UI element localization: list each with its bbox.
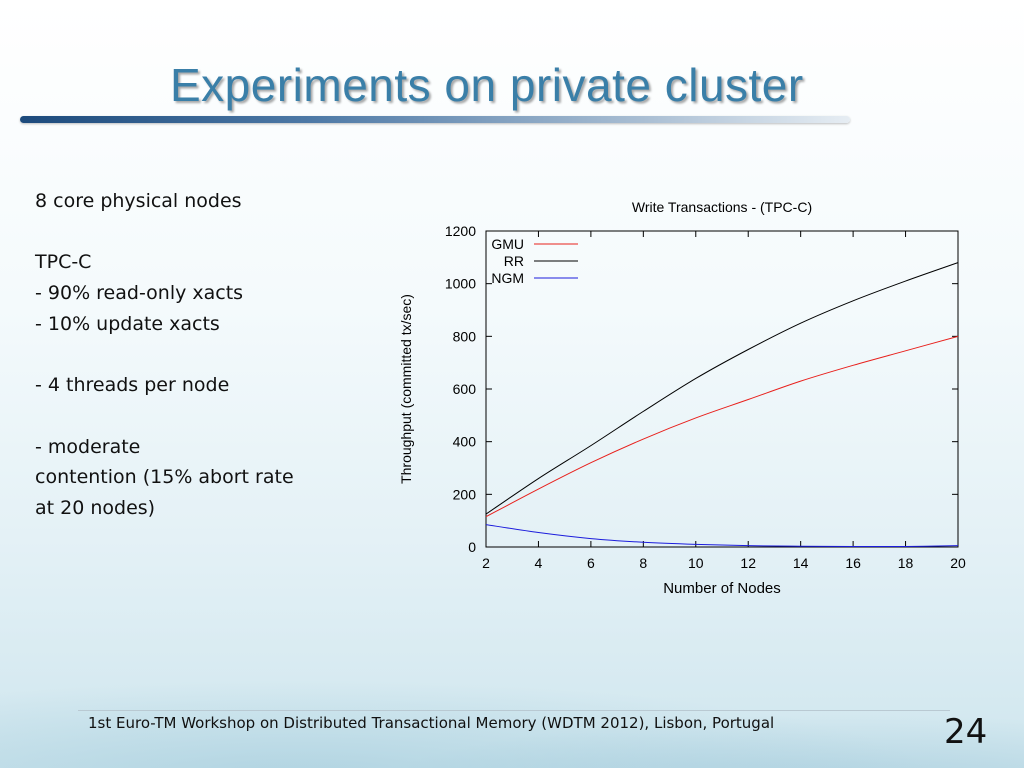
footer-text: 1st Euro-TM Workshop on Distributed Tran… (88, 714, 775, 732)
y-tick-label: 0 (468, 539, 476, 555)
legend-label-ngm: NGM (491, 270, 524, 286)
data-point-ngm (695, 544, 697, 546)
slide-body-text: 8 core physical nodes TPC-C - 90% read-onl… (35, 186, 335, 524)
x-axis-label: Number of Nodes (663, 580, 781, 597)
legend-label-gmu: GMU (491, 236, 524, 252)
data-point-gmu (538, 488, 540, 490)
data-point-gmu (852, 365, 854, 367)
body-line: - moderate (35, 435, 141, 458)
slide-title: Experiments on private cluster (170, 59, 804, 111)
y-tick-label: 600 (453, 381, 477, 397)
data-point-rr (747, 349, 749, 351)
body-line: at 20 nodes) (35, 496, 156, 519)
y-tick-label: 1000 (445, 276, 476, 292)
footer-divider (78, 710, 950, 711)
y-axis-label: Throughput (committed tx/sec) (398, 294, 414, 484)
y-tick-label: 800 (453, 328, 477, 344)
data-point-rr (643, 411, 645, 413)
data-point-ngm (800, 545, 802, 547)
data-point-ngm (747, 545, 749, 547)
data-point-gmu (747, 399, 749, 401)
x-tick-label: 4 (535, 555, 543, 571)
background-wave (0, 548, 1024, 768)
data-point-ngm (957, 545, 959, 547)
data-point-gmu (643, 438, 645, 440)
body-spacer (35, 217, 335, 248)
body-line: - 4 threads per node (35, 374, 230, 397)
x-tick-label: 20 (950, 555, 966, 571)
data-point-rr (590, 445, 592, 447)
data-point-gmu (590, 462, 592, 464)
data-point-gmu (485, 516, 487, 518)
data-point-ngm (485, 524, 487, 526)
y-tick-label: 400 (453, 434, 477, 450)
data-point-rr (957, 262, 959, 264)
data-point-ngm (643, 541, 645, 543)
x-tick-label: 6 (587, 555, 595, 571)
data-point-rr (852, 300, 854, 302)
body-spacer (35, 401, 335, 432)
page-number: 24 (944, 712, 988, 752)
series-line-rr (485, 262, 959, 515)
data-point-rr (485, 513, 487, 515)
body-line: - 10% update xacts (35, 312, 220, 335)
data-point-rr (800, 322, 802, 324)
data-point-ngm (905, 546, 907, 548)
data-point-ngm (538, 532, 540, 534)
y-tick-label: 200 (453, 486, 477, 502)
throughput-chart: 0 200 400 600 800 1000 1200 2 4 6 8 10 12 14 16 18 20 Wri… (398, 199, 966, 597)
data-point-gmu (695, 417, 697, 419)
x-tick-label: 14 (793, 555, 809, 571)
data-point-rr (538, 478, 540, 480)
x-tick-label: 8 (639, 555, 647, 571)
data-point-gmu (957, 336, 959, 338)
body-line: TPC-C (35, 251, 92, 274)
y-tick-label: 1200 (445, 223, 476, 239)
body-spacer (35, 339, 335, 370)
x-tick-label: 18 (898, 555, 914, 571)
data-point-gmu (800, 380, 802, 382)
x-tick-label: 2 (482, 555, 490, 571)
body-line: - 90% read-only xacts (35, 282, 244, 305)
body-line: 8 core physical nodes (35, 190, 242, 212)
data-point-rr (695, 378, 697, 380)
legend-label-rr: RR (504, 253, 524, 269)
data-point-ngm (852, 546, 854, 548)
data-point-gmu (905, 350, 907, 352)
series-line-gmu (485, 335, 959, 518)
x-tick-label: 16 (845, 555, 861, 571)
series-line-ngm (485, 524, 959, 548)
body-line: contention (15% abort rate (35, 466, 294, 489)
data-point-rr (905, 280, 907, 282)
title-underline (20, 116, 850, 123)
x-tick-label: 12 (740, 555, 756, 571)
x-tick-label: 10 (688, 555, 704, 571)
data-point-ngm (590, 538, 592, 540)
chart-title: Write Transactions - (TPC-C) (632, 199, 812, 215)
